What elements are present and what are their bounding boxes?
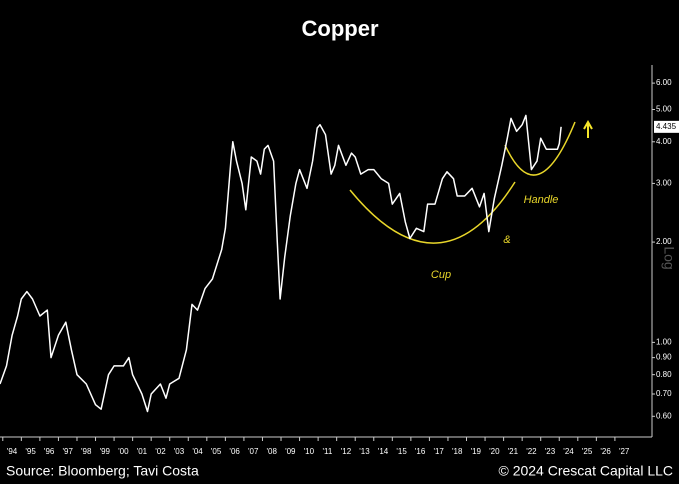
annotation: & xyxy=(503,234,510,246)
x-tick-label: '24 xyxy=(563,447,574,456)
y-tick-label: 0.60 xyxy=(656,411,672,420)
x-tick-label: '10 xyxy=(304,447,315,456)
x-tick-label: '23 xyxy=(545,447,556,456)
x-tick-label: '15 xyxy=(396,447,407,456)
x-tick-label: '25 xyxy=(582,447,593,456)
x-tick-label: '20 xyxy=(489,447,500,456)
x-tick-label: '94 xyxy=(7,447,18,456)
last-value-box xyxy=(654,120,679,133)
x-tick-label: '13 xyxy=(359,447,370,456)
x-tick-label: '97 xyxy=(62,447,73,456)
x-tick-label: '04 xyxy=(192,447,203,456)
x-tick-label: '00 xyxy=(118,447,129,456)
y-tick-label: 0.70 xyxy=(656,389,672,398)
cup-curve xyxy=(349,181,516,244)
x-tick-label: '14 xyxy=(378,447,389,456)
x-tick-label: '19 xyxy=(471,447,482,456)
x-tick-label: '27 xyxy=(619,447,630,456)
handle-curve xyxy=(504,121,576,176)
up-arrow xyxy=(583,119,593,138)
y-tick-label: 6.00 xyxy=(656,78,672,87)
chart-title: Copper xyxy=(302,16,379,41)
x-tick-label: '17 xyxy=(433,447,444,456)
x-tick-label: '02 xyxy=(155,447,166,456)
y-tick-label: 4.00 xyxy=(656,137,672,146)
x-tick-label: '01 xyxy=(137,447,148,456)
x-tick-label: '26 xyxy=(600,447,611,456)
copyright: © 2024 Crescat Capital LLC xyxy=(498,463,673,479)
annotation: Handle xyxy=(524,194,559,206)
x-tick-label: '22 xyxy=(526,447,537,456)
x-tick-label: '09 xyxy=(285,447,296,456)
x-tick-label: '12 xyxy=(341,447,352,456)
x-tick-label: '99 xyxy=(100,447,111,456)
x-tick-label: '06 xyxy=(229,447,240,456)
y-tick-label: 5.00 xyxy=(656,105,672,114)
y-tick-label: 2.00 xyxy=(656,237,672,246)
last-value-label: 4.435 xyxy=(656,122,677,131)
annotation: Cup xyxy=(431,269,451,281)
price-line xyxy=(0,114,562,413)
x-tick-label: '03 xyxy=(174,447,185,456)
y-tick-label: 0.80 xyxy=(656,370,672,379)
scale-label: Log xyxy=(661,246,677,269)
x-tick-label: '21 xyxy=(508,447,519,456)
x-tick-label: '98 xyxy=(81,447,92,456)
x-tick-label: '95 xyxy=(25,447,36,456)
x-tick-label: '05 xyxy=(211,447,222,456)
x-tick-label: '18 xyxy=(452,447,463,456)
x-tick-label: '11 xyxy=(322,447,332,456)
x-tick-label: '07 xyxy=(248,447,259,456)
source: Source: Bloomberg; Tavi Costa xyxy=(6,463,199,479)
x-tick-label: '08 xyxy=(267,447,278,456)
y-tick-label: 3.00 xyxy=(656,179,672,188)
y-tick-label: 0.90 xyxy=(656,353,672,362)
x-tick-label: '96 xyxy=(44,447,55,456)
y-tick-label: 1.00 xyxy=(656,337,672,346)
x-tick-label: '16 xyxy=(415,447,426,456)
